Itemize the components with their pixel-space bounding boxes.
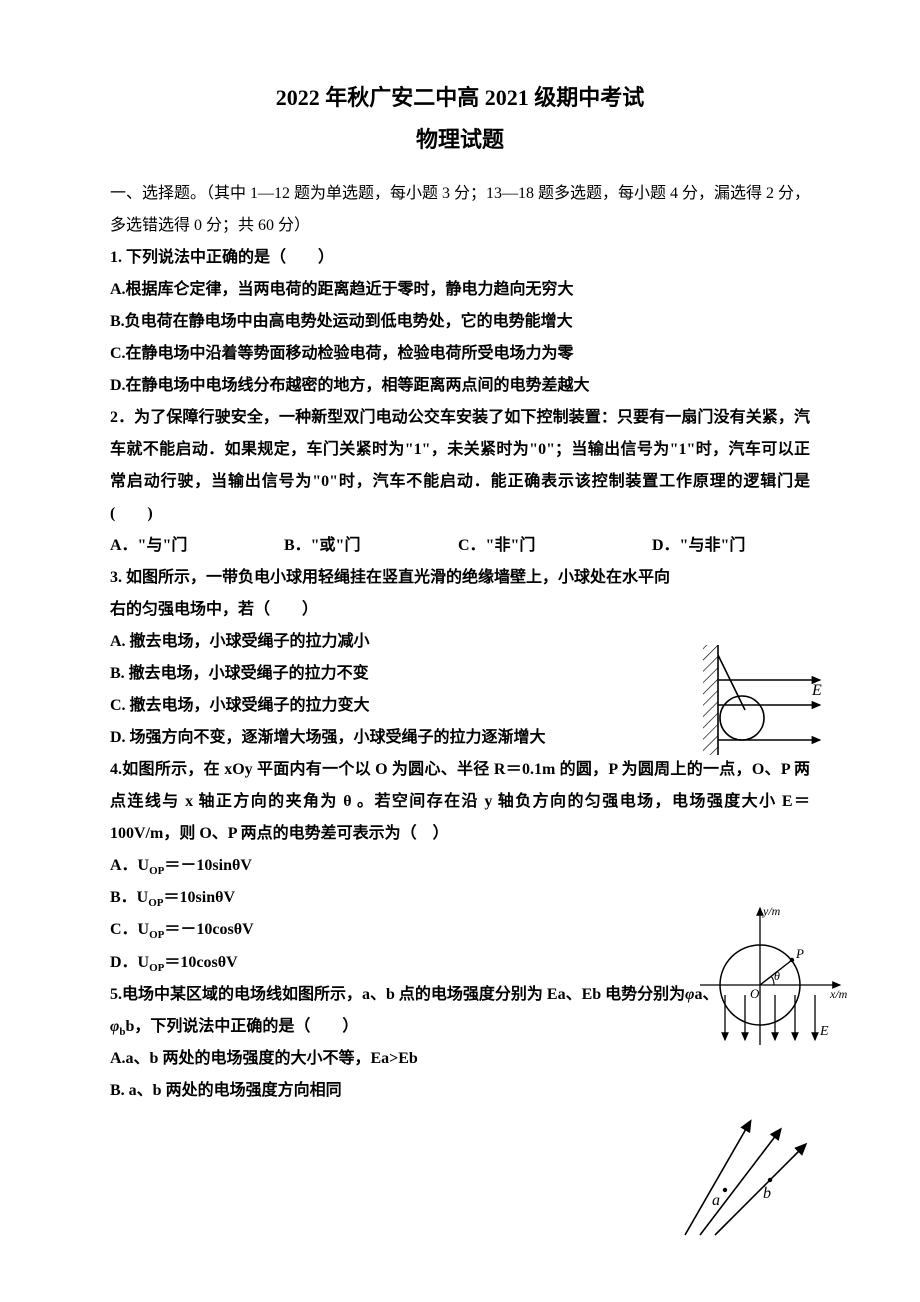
page-title-line1: 2022 年秋广安二中高 2021 级期中考试	[110, 80, 810, 112]
q5-opt-b: B. a、b 两处的电场强度方向相同	[110, 1075, 810, 1107]
q5-figure: a b	[670, 1110, 820, 1240]
q4-E: E	[819, 1024, 829, 1039]
q1-opt-a: A.根据库仑定律，当两电荷的距离趋近于零时，静电力趋向无穷大	[110, 274, 810, 306]
q4-opt-a: A．UOP＝－10sinθV	[110, 850, 810, 882]
q1-stem: 1. 下列说法中正确的是（ ）	[110, 242, 810, 274]
q3-figure: E	[700, 640, 830, 760]
q4-ylabel: y/m	[762, 904, 781, 918]
q2-opt-d: D．"与非"门	[652, 530, 745, 562]
page-title-line2: 物理试题	[110, 122, 810, 154]
q5-a: a	[712, 1192, 720, 1209]
q1-opt-b: B.负电荷在静电场中由高电势处运动到低电势处，它的电势能增大	[110, 306, 810, 338]
exam-page: 2022 年秋广安二中高 2021 级期中考试 物理试题 一、选择题。（其中 1…	[0, 0, 920, 1302]
section-intro: 一、选择题。（其中 1—12 题为单选题，每小题 3 分；13—18 题多选题，…	[110, 178, 810, 242]
q4-figure: y/m x/m O P θ E	[690, 900, 850, 1050]
q2-stem: 2．为了保障行驶安全，一种新型双门电动公交车安装了如下控制装置：只要有一扇门没有…	[110, 402, 810, 530]
q5-stem-a: 5.电场中某区域的电场线如图所示，a、b 点的电场强度分别为 Ea、Eb 电势分…	[110, 986, 685, 1003]
q1-opt-d: D.在静电场中电场线分布越密的地方，相等距离两点间的电势差越大	[110, 370, 810, 402]
q4-xlabel: x/m	[829, 987, 848, 1001]
q2-options: A．"与"门 B．"或"门 C．"非"门 D．"与非"门	[110, 530, 810, 562]
q3-E-label: E	[811, 682, 822, 699]
q4-stem: 4.如图所示，在 xOy 平面内有一个以 O 为圆心、半径 R＝0.1m 的圆，…	[110, 754, 810, 850]
q1-opt-c: C.在静电场中沿着等势面移动检验电荷，检验电荷所受电场力为零	[110, 338, 810, 370]
q4-O: O	[750, 986, 760, 1001]
q2-opt-b: B．"或"门	[284, 530, 454, 562]
q3-stem: 3. 如图所示，一带负电小球用轻绳挂在竖直光滑的绝缘墙壁上，小球处在水平向右的匀…	[110, 562, 810, 626]
q2-opt-a: A．"与"门	[110, 530, 280, 562]
q4-theta: θ	[774, 969, 780, 983]
q5-b: b	[763, 1185, 771, 1202]
q2-opt-c: C．"非"门	[458, 530, 648, 562]
q4-P: P	[795, 946, 804, 961]
